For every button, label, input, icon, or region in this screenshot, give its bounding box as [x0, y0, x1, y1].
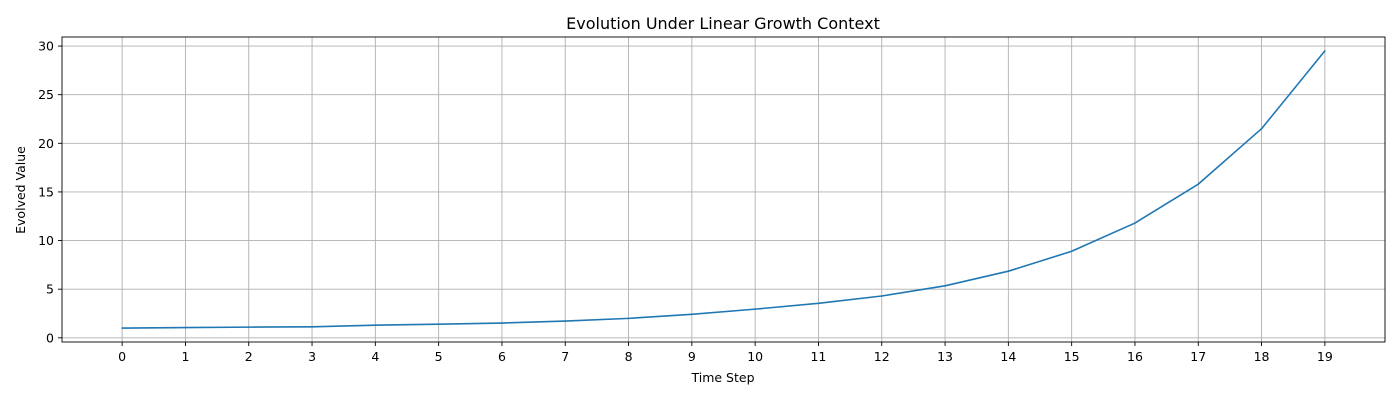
data-point	[311, 326, 313, 328]
data-point	[1007, 270, 1010, 273]
x-tick-label: 4	[371, 349, 379, 364]
grid	[62, 37, 1385, 342]
y-axis: 0 5 10 15 20 25 30	[38, 39, 62, 345]
data-point	[1134, 222, 1136, 224]
data-point	[1197, 183, 1200, 185]
data-point	[121, 327, 123, 329]
y-tick-label: 25	[38, 87, 54, 102]
plot-frame	[61, 36, 1386, 343]
x-tick-label: 12	[874, 349, 890, 364]
y-axis-label: Evolved Value	[13, 146, 28, 234]
x-tick-label: 16	[1127, 349, 1143, 364]
x-tick-label: 0	[118, 349, 126, 364]
data-point	[1070, 250, 1073, 253]
data-point	[437, 323, 440, 326]
x-axis: 0 1 2 3 4 5 6 7 8 9 10 11 12 13 14 15 16 17 18 19	[118, 342, 1333, 364]
x-tick-label: 2	[245, 349, 253, 364]
data-point	[501, 322, 503, 324]
data-point	[754, 308, 756, 310]
x-tick-label: 14	[1000, 349, 1016, 364]
y-tick-label: 15	[38, 184, 54, 199]
y-tick-label: 10	[38, 233, 54, 248]
x-tick-label: 8	[625, 349, 633, 364]
x-tick-label: 5	[435, 349, 443, 364]
data-point	[1324, 50, 1326, 52]
data-point	[627, 317, 630, 320]
x-tick-label: 13	[937, 349, 953, 364]
x-tick-label: 9	[688, 349, 696, 364]
data-point	[374, 324, 377, 326]
series-line	[122, 50, 1326, 329]
x-tick-label: 11	[810, 349, 826, 364]
x-tick-label: 7	[561, 349, 569, 364]
data-point	[817, 302, 820, 305]
data-point	[184, 326, 187, 329]
x-tick-label: 17	[1190, 349, 1206, 364]
x-tick-label: 1	[181, 349, 189, 364]
y-tick-label: 5	[46, 282, 54, 297]
x-axis-label: Time Step	[690, 370, 754, 385]
data-point	[880, 295, 883, 297]
chart-title: Evolution Under Linear Growth Context	[566, 14, 880, 33]
x-tick-label: 10	[747, 349, 763, 364]
x-tick-label: 15	[1064, 349, 1080, 364]
data-point	[247, 326, 250, 328]
y-tick-label: 20	[38, 136, 54, 151]
data-point	[944, 284, 946, 287]
x-tick-label: 3	[308, 349, 316, 364]
x-tick-label: 19	[1317, 349, 1333, 364]
y-tick-label: 0	[46, 330, 54, 345]
x-tick-label: 18	[1254, 349, 1270, 364]
data-point	[691, 313, 693, 316]
x-tick-label: 6	[498, 349, 506, 364]
series-group	[121, 50, 1326, 329]
data-point	[564, 320, 567, 322]
data-point	[1260, 127, 1263, 130]
y-tick-label: 30	[38, 39, 54, 54]
